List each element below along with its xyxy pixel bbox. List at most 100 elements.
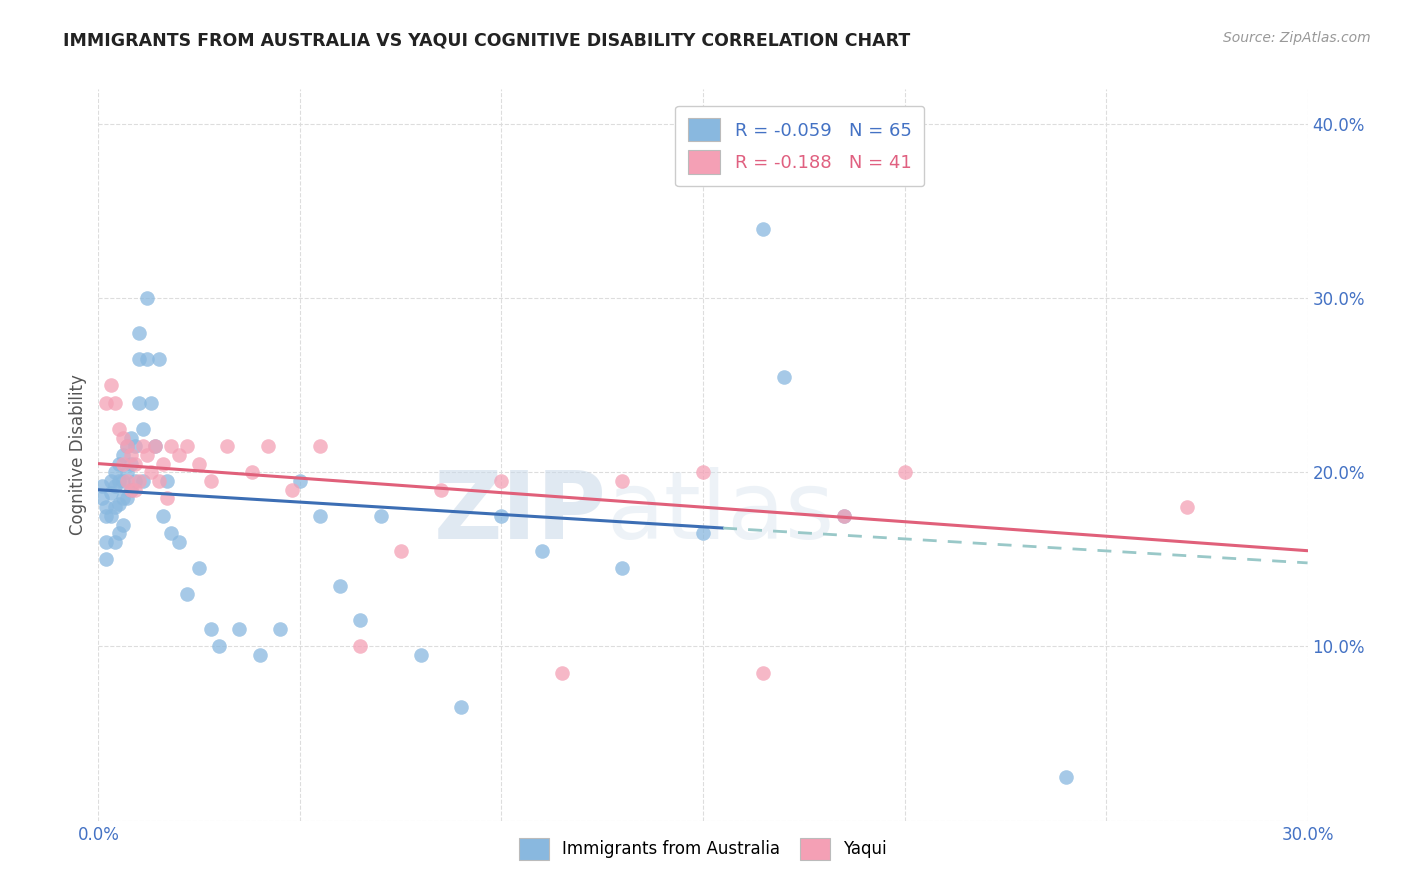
Point	[329, 578, 352, 592]
Point	[832, 508, 855, 523]
Point	[450, 700, 472, 714]
Point	[128, 326, 150, 340]
Point	[269, 622, 291, 636]
Point	[160, 439, 183, 453]
Point	[309, 439, 332, 453]
Point	[349, 613, 371, 627]
Point	[288, 474, 311, 488]
Text: ZIP: ZIP	[433, 467, 606, 559]
Point	[370, 508, 392, 523]
Point	[156, 474, 179, 488]
Point	[91, 491, 114, 506]
Point	[107, 457, 129, 471]
Point	[160, 526, 183, 541]
Y-axis label: Cognitive Disability: Cognitive Disability	[69, 375, 87, 535]
Point	[120, 448, 142, 462]
Point	[103, 535, 125, 549]
Point	[128, 395, 150, 409]
Point	[148, 352, 170, 367]
Point	[111, 430, 134, 444]
Point	[752, 221, 775, 235]
Point	[692, 526, 714, 541]
Point	[124, 483, 146, 497]
Point	[491, 508, 513, 523]
Text: IMMIGRANTS FROM AUSTRALIA VS YAQUI COGNITIVE DISABILITY CORRELATION CHART: IMMIGRANTS FROM AUSTRALIA VS YAQUI COGNI…	[63, 31, 911, 49]
Point	[120, 483, 142, 497]
Point	[103, 479, 125, 493]
Point	[107, 422, 129, 436]
Point	[91, 479, 114, 493]
Point	[281, 483, 304, 497]
Point	[200, 474, 222, 488]
Point	[124, 474, 146, 488]
Point	[217, 439, 239, 453]
Point	[167, 448, 190, 462]
Point	[139, 395, 162, 409]
Point	[249, 648, 271, 663]
Point	[135, 352, 157, 367]
Point	[107, 474, 129, 488]
Point	[111, 474, 134, 488]
Point	[111, 457, 134, 471]
Point	[152, 457, 174, 471]
Point	[124, 439, 146, 453]
Point	[256, 439, 278, 453]
Point	[100, 486, 122, 500]
Point	[208, 640, 231, 654]
Point	[96, 500, 118, 515]
Point	[107, 497, 129, 511]
Point	[103, 395, 125, 409]
Point	[349, 640, 371, 654]
Point	[176, 587, 198, 601]
Point	[111, 448, 134, 462]
Point	[200, 622, 222, 636]
Point	[309, 508, 332, 523]
Point	[115, 439, 138, 453]
Point	[228, 622, 250, 636]
Point	[752, 665, 775, 680]
Point	[188, 561, 211, 575]
Point	[832, 508, 855, 523]
Point	[530, 543, 553, 558]
Point	[1175, 500, 1198, 515]
Point	[772, 369, 794, 384]
Legend: Immigrants from Australia, Yaqui: Immigrants from Australia, Yaqui	[506, 825, 900, 873]
Point	[100, 508, 122, 523]
Point	[132, 422, 155, 436]
Point	[107, 526, 129, 541]
Point	[115, 439, 138, 453]
Point	[135, 448, 157, 462]
Point	[111, 517, 134, 532]
Point	[1054, 770, 1077, 784]
Point	[128, 352, 150, 367]
Legend: R = -0.059   N = 65, R = -0.188   N = 41: R = -0.059 N = 65, R = -0.188 N = 41	[675, 105, 924, 186]
Point	[143, 439, 166, 453]
Point	[115, 474, 138, 488]
Point	[115, 466, 138, 480]
Point	[893, 466, 915, 480]
Point	[115, 491, 138, 506]
Point	[491, 474, 513, 488]
Point	[120, 483, 142, 497]
Point	[96, 535, 118, 549]
Point	[128, 474, 150, 488]
Point	[124, 457, 146, 471]
Point	[430, 483, 453, 497]
Text: atlas: atlas	[606, 467, 835, 559]
Point	[551, 665, 574, 680]
Point	[120, 430, 142, 444]
Point	[103, 500, 125, 515]
Point	[409, 648, 432, 663]
Point	[389, 543, 412, 558]
Point	[240, 466, 263, 480]
Point	[152, 508, 174, 523]
Point	[96, 395, 118, 409]
Point	[167, 535, 190, 549]
Point	[148, 474, 170, 488]
Point	[100, 474, 122, 488]
Text: Source: ZipAtlas.com: Source: ZipAtlas.com	[1223, 31, 1371, 45]
Point	[143, 439, 166, 453]
Point	[176, 439, 198, 453]
Point	[132, 439, 155, 453]
Point	[100, 378, 122, 392]
